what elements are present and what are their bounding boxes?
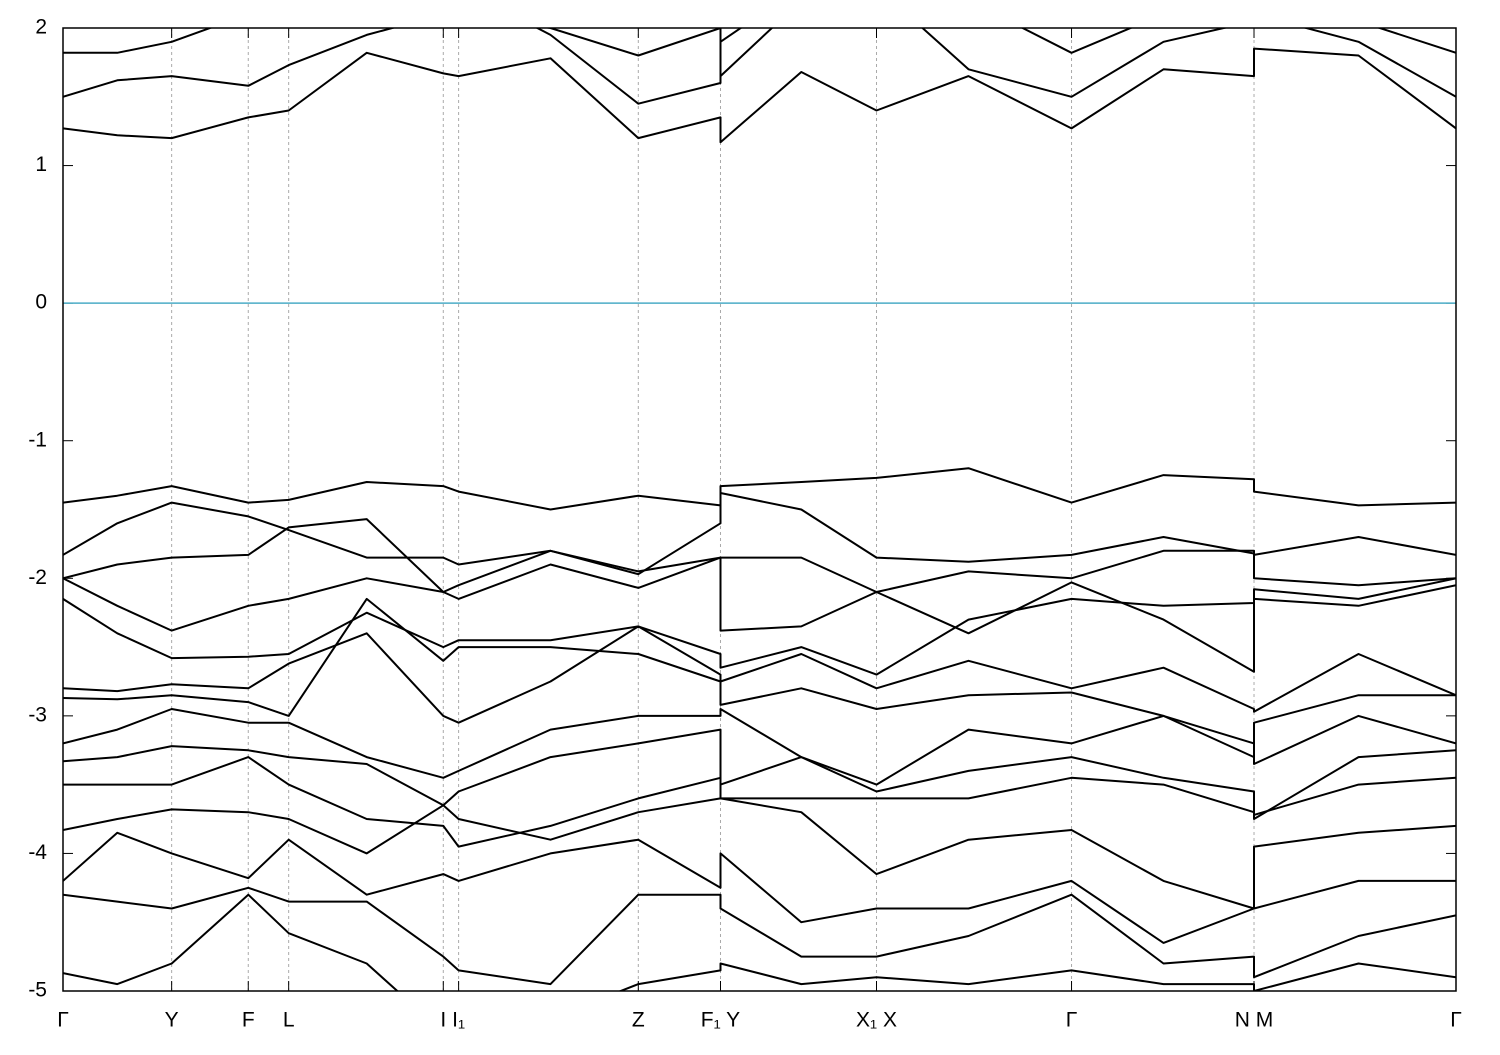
x-tick-label: I xyxy=(440,1009,446,1032)
band-line xyxy=(63,518,1456,593)
band-line xyxy=(63,492,1456,576)
band-line xyxy=(63,597,1456,759)
band-line xyxy=(63,756,1456,848)
y-tick-label: 2 xyxy=(35,16,47,39)
x-tick-label: I₁ xyxy=(452,1009,465,1032)
plot-frame xyxy=(62,27,1457,992)
x-tick-label: Y xyxy=(165,1009,179,1032)
band-line xyxy=(63,831,1456,944)
x-tick-label: F₁ Y xyxy=(701,1009,740,1032)
band-line xyxy=(63,886,1456,986)
y-tick-label: -2 xyxy=(28,566,47,589)
band-line xyxy=(63,556,1456,673)
x-tick-label: Γ xyxy=(1450,1009,1462,1032)
y-tick-label: -4 xyxy=(28,841,47,864)
y-tick-label: -1 xyxy=(28,428,47,451)
band-line xyxy=(63,728,1456,820)
y-tick-label: -3 xyxy=(28,703,47,726)
x-tick-label: N M xyxy=(1235,1009,1274,1032)
x-tick-label: Z xyxy=(632,1009,645,1032)
y-tick-label: 0 xyxy=(35,291,47,314)
plot-area xyxy=(63,28,1456,991)
band-line xyxy=(63,893,1456,991)
y-tick-label: -5 xyxy=(28,979,47,1002)
band-line xyxy=(63,625,1456,724)
band-line xyxy=(63,797,1456,910)
x-tick-label: F xyxy=(242,1009,255,1032)
band-line xyxy=(63,47,1456,144)
band-line xyxy=(63,28,1456,105)
x-tick-label: Γ xyxy=(57,1009,69,1032)
y-tick-label: 1 xyxy=(35,153,47,176)
band-line xyxy=(63,708,1456,786)
band-line xyxy=(63,28,1456,98)
x-tick-label: X₁ X xyxy=(856,1009,897,1032)
band-line xyxy=(63,467,1456,511)
band-line xyxy=(63,584,1456,676)
x-tick-label: L xyxy=(283,1009,295,1032)
x-tick-label: Γ xyxy=(1066,1009,1078,1032)
